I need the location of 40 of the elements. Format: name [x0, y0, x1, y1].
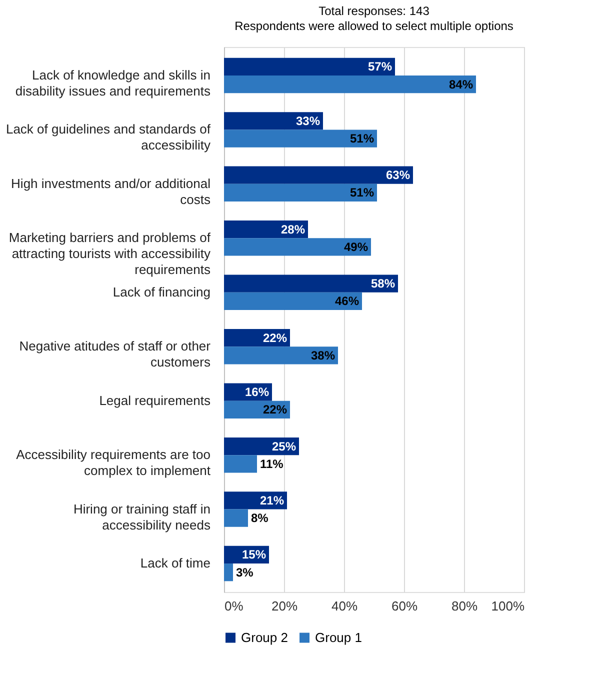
- chart-title: Total responses: 143: [318, 4, 430, 18]
- data-label: 8%: [251, 511, 269, 526]
- y-tick-label: Lack of guidelines and standards of accessibility: [6, 122, 211, 153]
- data-label: 3%: [236, 565, 254, 580]
- data-label: 16%: [244, 385, 270, 400]
- x-tick-label: 60%: [391, 598, 418, 614]
- chart-subtitle: Respondents were allowed to select multiple options: [234, 19, 514, 33]
- data-label: 21%: [260, 493, 284, 508]
- y-tick-label: Negative atitudes of staff or other customers: [19, 338, 212, 370]
- x-tick-label: 20%: [271, 598, 298, 614]
- data-label: 38%: [310, 348, 336, 362]
- y-tick-label: High investments and/or additional costs: [11, 176, 211, 207]
- x-tick-label: 100%: [491, 598, 525, 614]
- y-tick-label: Lack of knowledge and skills in disability issues and requirements: [15, 67, 211, 98]
- data-label: 51%: [350, 132, 374, 146]
- data-label: 63%: [386, 168, 410, 182]
- y-tick-label: Lack of time: [140, 556, 210, 571]
- data-label: 58%: [370, 276, 396, 291]
- data-label: 46%: [334, 294, 360, 308]
- data-label: 84%: [448, 77, 474, 92]
- data-label: 25%: [272, 439, 296, 454]
- data-label: 15%: [242, 548, 266, 562]
- data-label: 51%: [350, 186, 374, 200]
- y-tick-label: Hiring or training staff in accessibility needs: [73, 501, 211, 532]
- y-tick-label: Marketing barriers and problems of attracting tourists with accessibility requirements: [8, 230, 211, 278]
- data-label: 49%: [344, 240, 368, 254]
- x-tick-label: 80%: [451, 598, 478, 614]
- x-tick-label: 0%: [224, 598, 244, 614]
- data-label: 28%: [280, 222, 306, 236]
- legend-label: Group 2: [241, 630, 288, 645]
- data-label: 11%: [260, 456, 284, 471]
- data-label: 57%: [368, 60, 392, 74]
- y-tick-label: Lack of financing: [112, 284, 210, 300]
- x-tick-label: 40%: [331, 598, 358, 614]
- y-tick-label: Accessibility requirements are too complex to implement: [16, 447, 211, 478]
- data-label: 22%: [262, 330, 288, 345]
- y-tick-label: Legal requirements: [99, 392, 211, 408]
- data-label: 22%: [262, 402, 288, 417]
- data-label: 33%: [296, 114, 320, 128]
- legend-label: Group 1: [315, 630, 362, 645]
